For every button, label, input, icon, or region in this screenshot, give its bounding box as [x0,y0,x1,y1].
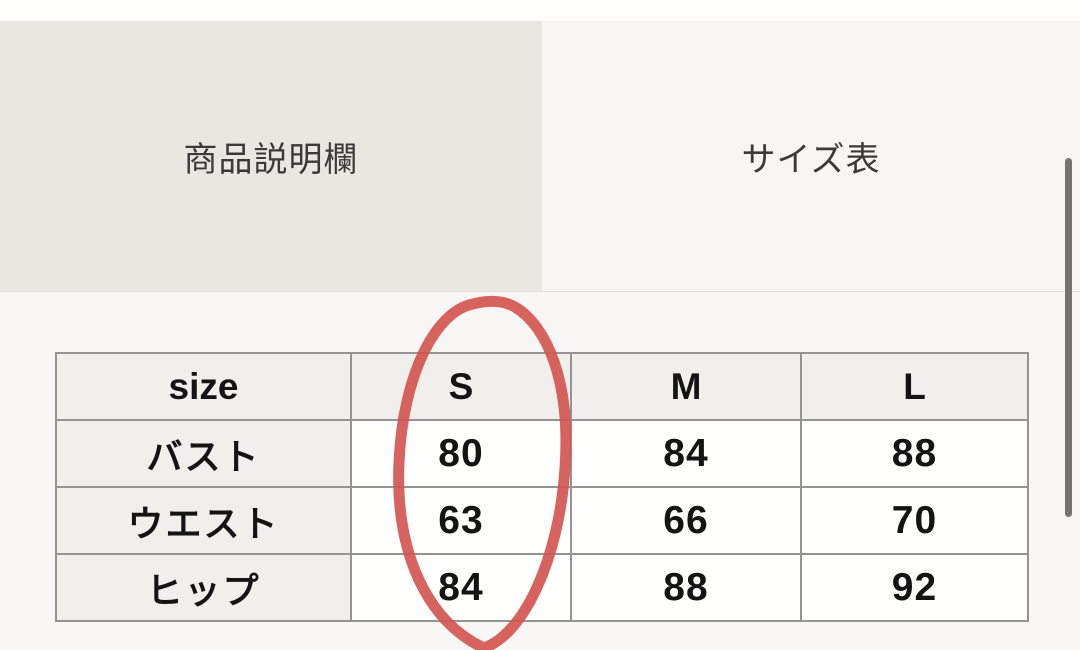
waist-l: 70 [800,486,1029,555]
table-row-waist: ウエスト 63 66 70 [55,486,1029,555]
row-label-hip: ヒップ [55,553,352,622]
hip-s: 84 [350,553,572,622]
table-row-hip: ヒップ 84 88 92 [55,553,1029,622]
tab-product-description-label: 商品説明欄 [183,140,359,179]
size-table: size S M L バスト 80 84 88 ウエスト 63 66 70 ヒッ… [55,352,1029,622]
row-label-waist: ウエスト [55,486,352,555]
header-l: L [800,352,1029,421]
table-row-bust: バスト 80 84 88 [55,419,1029,488]
tab-bar: 商品説明欄 サイズ表 [0,21,1080,292]
scrollbar-thumb[interactable] [1065,158,1072,517]
tab-size-chart[interactable]: サイズ表 [542,21,1080,291]
tab-size-chart-label: サイズ表 [741,140,881,179]
top-strip [0,0,1080,21]
bust-m: 84 [570,419,802,488]
header-s: S [350,352,572,421]
header-m: M [570,352,802,421]
row-label-bust: バスト [55,419,352,488]
tab-product-description[interactable]: 商品説明欄 [0,21,542,291]
hip-l: 92 [800,553,1029,622]
bust-s: 80 [350,419,572,488]
hip-m: 88 [570,553,802,622]
header-size: size [55,352,352,421]
waist-s: 63 [350,486,572,555]
table-header-row: size S M L [55,352,1029,421]
bust-l: 88 [800,419,1029,488]
waist-m: 66 [570,486,802,555]
